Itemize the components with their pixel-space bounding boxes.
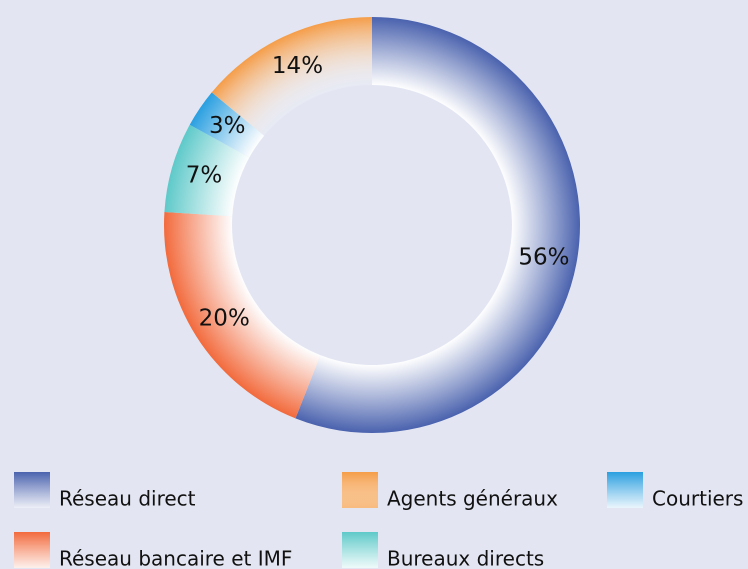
donut-segment	[164, 124, 250, 217]
legend-swatch	[342, 532, 378, 568]
data-label: 14%	[272, 53, 323, 79]
legend-label: Bureaux directs	[387, 547, 544, 569]
data-label: 20%	[199, 305, 250, 331]
data-label: 7%	[186, 163, 223, 189]
donut-segment	[164, 211, 321, 419]
legend-label: Réseau bancaire et IMF	[59, 547, 292, 569]
donut-segment	[189, 92, 265, 158]
data-label: 56%	[518, 244, 569, 270]
legend-label: Réseau direct	[59, 487, 196, 511]
legend-swatch	[14, 472, 50, 508]
legend-swatch	[14, 532, 50, 568]
legend-swatch	[342, 472, 378, 508]
legend-label: Courtiers	[652, 487, 743, 511]
donut-segment	[211, 16, 372, 136]
legend-label: Agents généraux	[387, 487, 558, 511]
donut-segment	[295, 17, 580, 433]
data-label: 3%	[209, 113, 246, 139]
legend-swatch	[607, 472, 643, 508]
